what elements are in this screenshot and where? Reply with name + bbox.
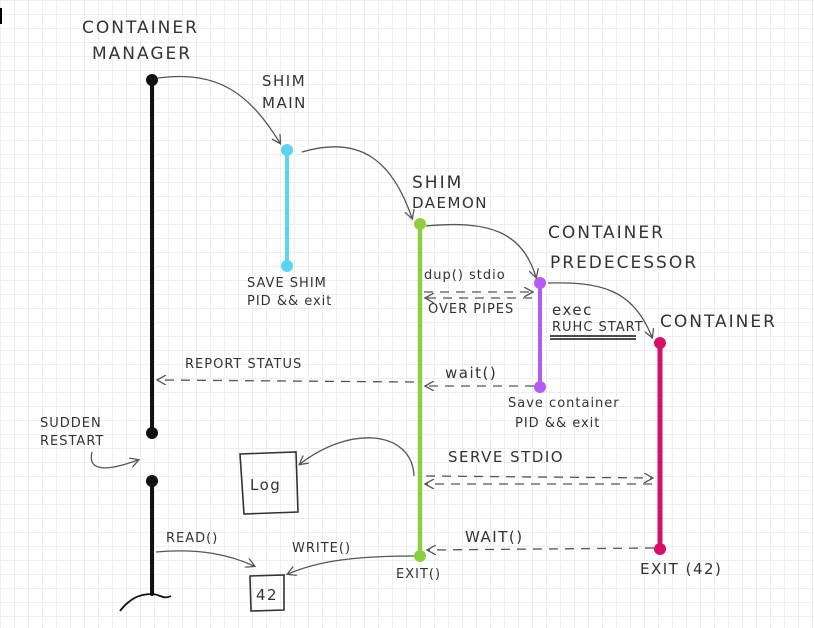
shim-daemon-end-dot [414, 550, 426, 562]
dup-stdio-note-line2: OVER PIPES [428, 302, 514, 317]
exec-note-line2: RUHC START [552, 320, 644, 335]
report-status-arrow [158, 380, 415, 382]
write-label: WRITE() [292, 541, 351, 556]
dup-stdio-note-line1: dup() stdio [424, 268, 506, 283]
shim-main-label-line2: MAIN [262, 94, 307, 112]
shim-daemon-label-line1: SHIM [412, 173, 463, 193]
exit-code-box-label: 42 [256, 586, 278, 604]
serve-stdio-arrow-right [425, 476, 652, 478]
log-box-label: Log [250, 476, 281, 494]
wait-predecessor-label: wait() [445, 364, 497, 382]
spawn-shim-daemon-arrow [301, 146, 412, 218]
report-status-label: REPORT STATUS [185, 357, 302, 372]
shim-main-end-dot [281, 260, 293, 272]
container-end-dot [654, 543, 666, 555]
container-predecessor-label-line2: PREDECESSOR [550, 253, 698, 273]
sudden-restart-arrow [90, 451, 138, 469]
container-exit-label: EXIT (42) [640, 560, 722, 578]
wait-container-label: WAIT() [465, 528, 524, 546]
save-container-note-line2: PID && exit [515, 416, 600, 431]
shim-main-exit-note-line1: SAVE SHIM [247, 276, 327, 291]
exec-note-line1: exec [552, 301, 593, 319]
container-manager-label-line1: CONTAINER [82, 18, 199, 38]
container-manager-label-line2: MANAGER [92, 44, 192, 64]
predecessor-end-dot [534, 381, 546, 393]
manager-start-dot [146, 74, 158, 86]
shim-daemon-label-line2: DAEMON [412, 194, 488, 212]
manager-crash-dot [146, 427, 158, 439]
log-box [239, 451, 299, 515]
sudden-restart-note-line2: RESTART [40, 434, 104, 449]
read-arrow [155, 550, 254, 566]
save-container-note-line1: Save container [508, 396, 620, 411]
manager-end-squiggle [119, 593, 172, 612]
wait-container-arrow [428, 548, 655, 550]
log-write-arrow [300, 437, 415, 477]
exit-code-box [249, 574, 285, 612]
container-label: CONTAINER [660, 312, 777, 332]
container-start-dot [654, 337, 666, 349]
write-arrow [288, 555, 415, 574]
predecessor-start-dot [534, 277, 546, 289]
shim-main-exit-note-line2: PID && exit [247, 294, 332, 309]
sudden-restart-note-line1: SUDDEN [40, 416, 102, 431]
exec-container-arrow [547, 282, 652, 337]
shim-daemon-start-dot [414, 218, 426, 230]
manager-restart-dot [146, 475, 158, 487]
shim-exit-label: EXIT() [396, 567, 441, 582]
shim-main-label-line1: SHIM [262, 72, 306, 90]
container-predecessor-label-line1: CONTAINER [548, 223, 665, 243]
serve-stdio-label: SERVE STDIO [448, 448, 564, 466]
spawn-predecessor-arrow [425, 223, 536, 277]
read-label: READ() [166, 531, 218, 546]
spawn-shim-main-arrow [157, 75, 280, 143]
shim-main-start-dot [281, 144, 293, 156]
